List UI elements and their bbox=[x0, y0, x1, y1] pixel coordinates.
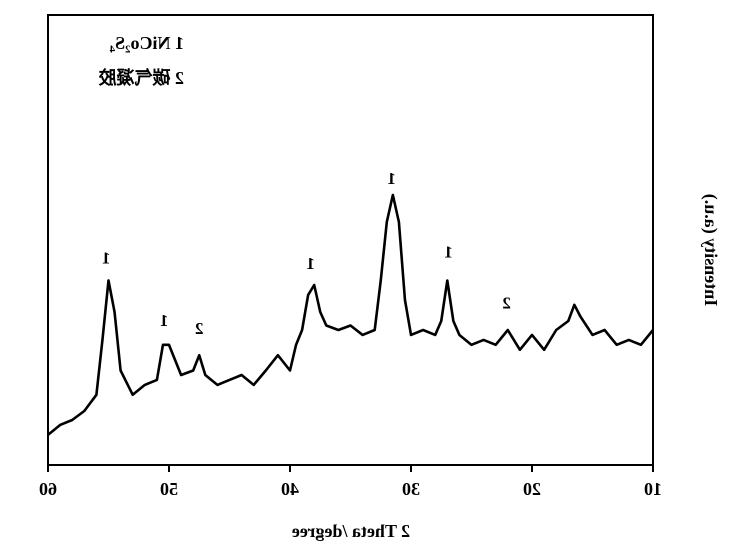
peak-label: 1 bbox=[160, 311, 169, 330]
plot-frame bbox=[47, 14, 654, 466]
data-line bbox=[47, 193, 655, 436]
peak-label: 2 bbox=[195, 319, 204, 338]
legend-entry: 2 碳气凝胶 bbox=[99, 67, 185, 88]
peak-label: 1 bbox=[444, 242, 453, 261]
x-tick-label: 50 bbox=[160, 479, 178, 499]
x-axis-label: 2 Theta /degree bbox=[292, 521, 410, 541]
peak-label: 1 bbox=[102, 249, 111, 268]
peak-label: 1 bbox=[387, 169, 396, 188]
peak-label: 1 bbox=[306, 254, 315, 273]
x-tick-label: 60 bbox=[39, 479, 57, 499]
x-tick-label: 40 bbox=[281, 479, 299, 499]
y-axis-label: Intensity (a.u.) bbox=[700, 194, 721, 307]
x-tick-label: 30 bbox=[402, 479, 420, 499]
x-tick-label: 20 bbox=[523, 479, 541, 499]
legend-entry: 1 NiCo₂S₄ bbox=[109, 33, 184, 53]
x-tick-label: 10 bbox=[644, 479, 662, 499]
peak-label: 2 bbox=[502, 294, 511, 313]
